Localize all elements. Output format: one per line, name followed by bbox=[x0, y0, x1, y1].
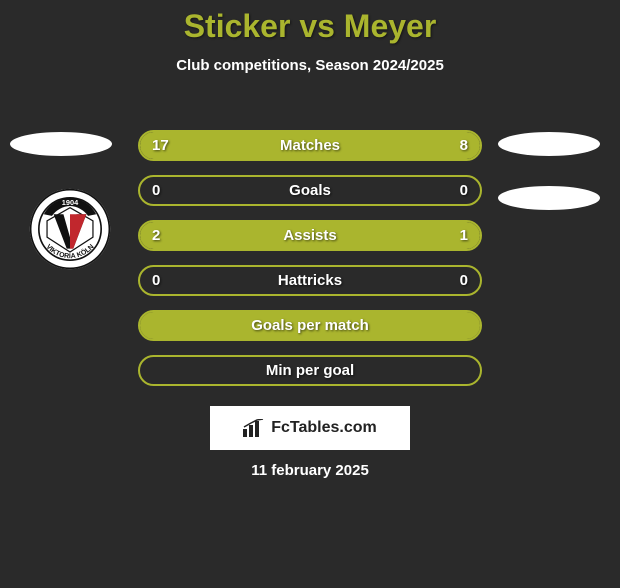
stat-row: Min per goal bbox=[138, 355, 482, 386]
stat-value-right: 0 bbox=[460, 267, 468, 294]
stat-value-left: 0 bbox=[152, 177, 160, 204]
stat-bar-fill-left bbox=[140, 132, 371, 159]
stat-row: Goals per match bbox=[138, 310, 482, 341]
stat-value-right: 8 bbox=[460, 132, 468, 159]
stat-value-right: 1 bbox=[460, 222, 468, 249]
page-title: Sticker vs Meyer bbox=[0, 8, 620, 45]
player-avatar-right bbox=[498, 132, 600, 156]
brand-text: FcTables.com bbox=[271, 419, 377, 437]
stat-bar-fill bbox=[140, 312, 480, 339]
stat-label: Hattricks bbox=[140, 267, 480, 294]
stat-row: Assists21 bbox=[138, 220, 482, 251]
stat-bar-track: Hattricks0 0 bbox=[138, 265, 482, 296]
date-text: 11 february 2025 bbox=[0, 462, 620, 479]
club-logo-year: 1904 bbox=[62, 198, 79, 207]
stat-value-left: 2 bbox=[152, 222, 160, 249]
stat-row: Hattricks0 0 bbox=[138, 265, 482, 296]
stat-bar-track: Min per goal bbox=[138, 355, 482, 386]
stat-value-left: 17 bbox=[152, 132, 169, 159]
stat-bar-track: Goals0 0 bbox=[138, 175, 482, 206]
stat-bar-track: Assists21 bbox=[138, 220, 482, 251]
player-avatar-left bbox=[10, 132, 112, 156]
stat-row: Goals0 0 bbox=[138, 175, 482, 206]
club-logo-left: 1904 VIKTORIA KÖLN bbox=[29, 188, 111, 270]
stat-label: Goals bbox=[140, 177, 480, 204]
stat-bar-fill-left bbox=[140, 222, 368, 249]
stat-value-right: 0 bbox=[460, 177, 468, 204]
stat-row: Matches178 bbox=[138, 130, 482, 161]
stats-bars: Matches178Goals00Assists21Hattricks00Goa… bbox=[138, 130, 482, 400]
club-badge-right bbox=[498, 186, 600, 210]
stat-bar-track: Matches178 bbox=[138, 130, 482, 161]
page-subtitle: Club competitions, Season 2024/2025 bbox=[0, 57, 620, 74]
stat-bar-track: Goals per match bbox=[138, 310, 482, 341]
stat-value-left: 0 bbox=[152, 267, 160, 294]
brand-badge: FcTables.com bbox=[210, 406, 410, 450]
stat-label: Min per goal bbox=[140, 357, 480, 384]
